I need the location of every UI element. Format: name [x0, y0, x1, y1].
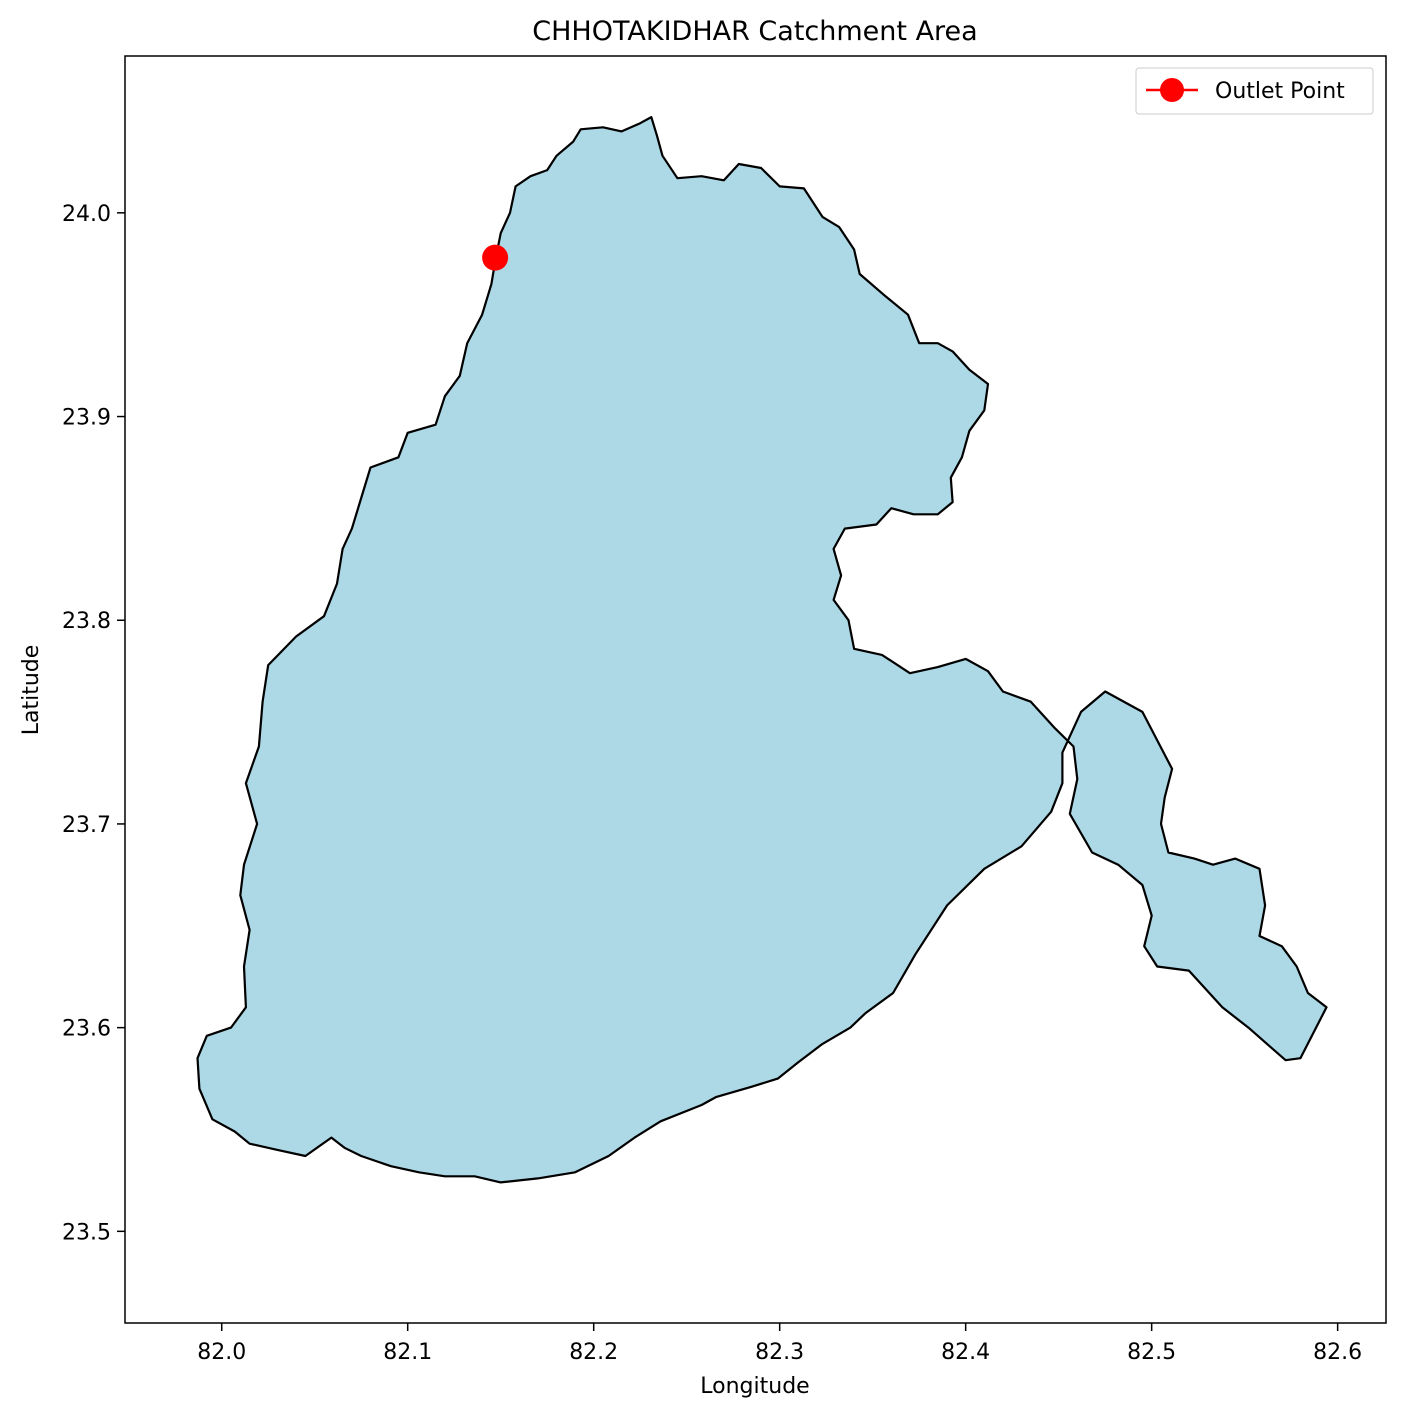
x-tick-label: 82.4 [941, 1340, 990, 1365]
x-tick-label: 82.6 [1313, 1340, 1362, 1365]
x-tick-label: 82.2 [569, 1340, 618, 1365]
x-tick-label: 82.3 [755, 1340, 804, 1365]
legend-marker [1160, 78, 1184, 102]
y-tick-label: 23.7 [62, 813, 111, 838]
y-tick-label: 23.6 [62, 1017, 111, 1042]
x-axis-title: Longitude [700, 1374, 809, 1399]
catchment-layer [196, 115, 1328, 1184]
y-tick-label: 23.5 [62, 1220, 111, 1245]
legend-label: Outlet Point [1215, 79, 1345, 104]
x-axis-ticks: 82.0 82.1 82.2 82.3 82.4 82.5 82.6 [197, 1323, 1362, 1365]
chart-title: CHHOTAKIDHAR Catchment Area [532, 16, 977, 47]
y-tick-label: 23.8 [62, 609, 111, 634]
plot-frame [124, 55, 1387, 1324]
legend: Outlet Point [1135, 67, 1374, 115]
x-tick-label: 82.1 [383, 1340, 432, 1365]
y-axis-ticks: 23.5 23.6 23.7 23.8 23.9 24.0 [62, 202, 125, 1245]
outlet-point-marker [482, 244, 509, 271]
y-axis-title: Latitude [19, 645, 44, 736]
outlet-layer [482, 244, 509, 271]
x-tick-label: 82.5 [1127, 1340, 1176, 1365]
catchment-polygon [196, 115, 1328, 1184]
x-tick-label: 82.0 [197, 1340, 246, 1365]
legend-box [1135, 67, 1374, 115]
y-tick-label: 23.9 [62, 406, 111, 431]
y-tick-label: 24.0 [62, 202, 111, 227]
